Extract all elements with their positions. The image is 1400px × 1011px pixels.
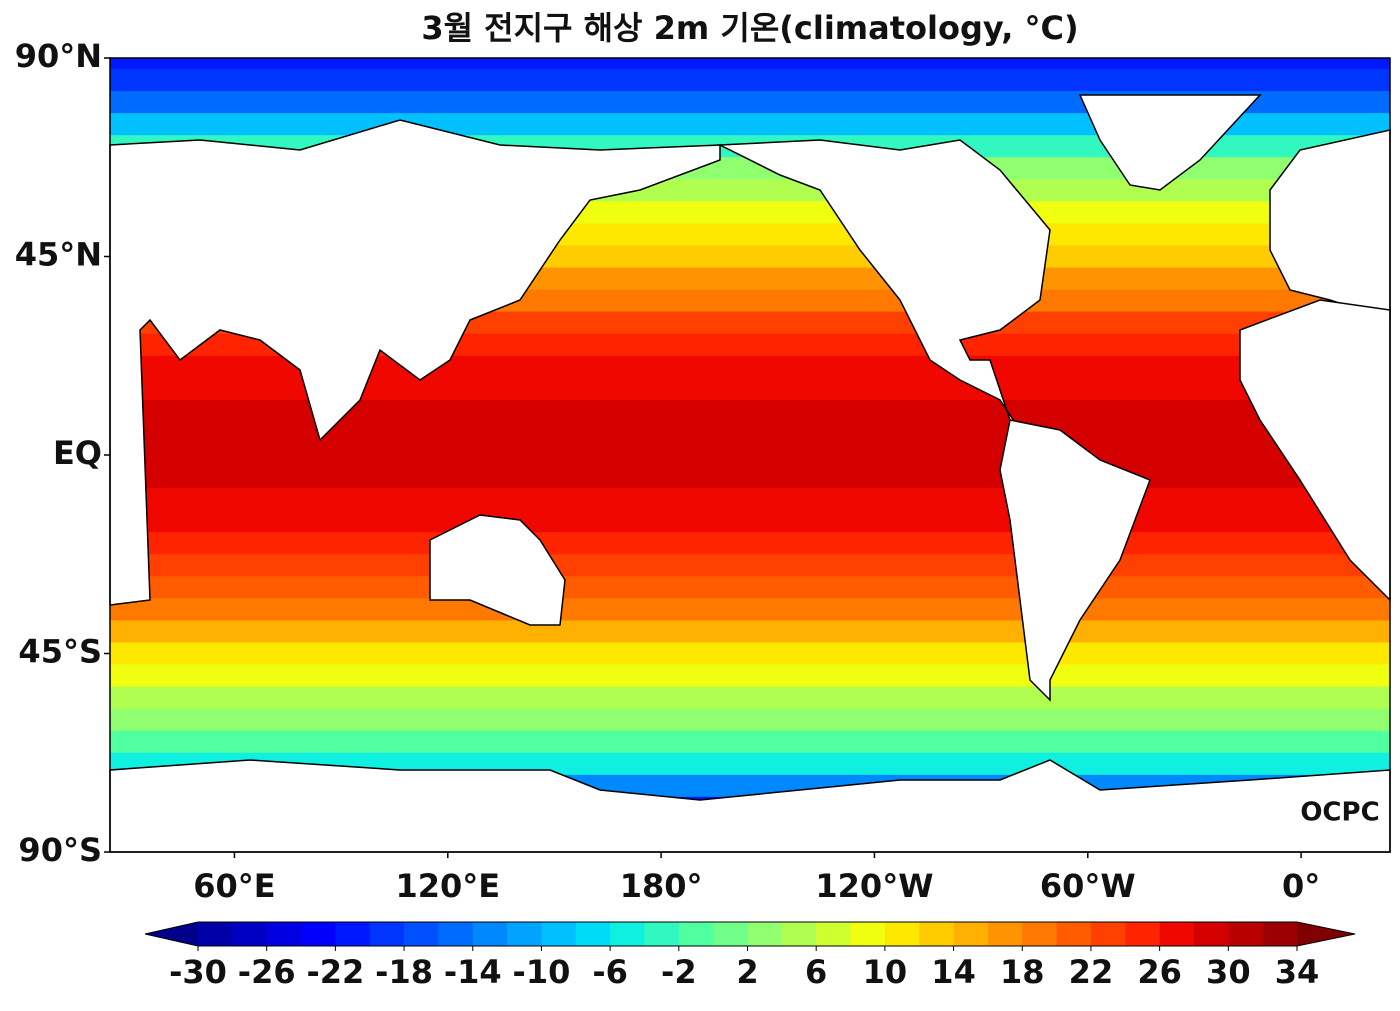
field-band bbox=[110, 421, 1390, 445]
colorbar-bin bbox=[781, 922, 817, 946]
lon-tick-label: 120°E bbox=[395, 867, 500, 905]
continents bbox=[109, 94, 1391, 853]
colorbar-tick-label: -26 bbox=[238, 953, 296, 991]
field-band bbox=[110, 620, 1390, 643]
colorbar-tick-label: 34 bbox=[1275, 953, 1320, 991]
north-america bbox=[717, 139, 1051, 431]
field-band bbox=[110, 686, 1390, 710]
colorbar-bin bbox=[438, 922, 474, 946]
eurasia-africa bbox=[109, 119, 721, 606]
colorbar-bin bbox=[850, 922, 886, 946]
colorbar-bin bbox=[266, 922, 302, 946]
colorbar-bin bbox=[232, 922, 268, 946]
colorbar-bin bbox=[713, 922, 748, 946]
greenland bbox=[1078, 94, 1262, 191]
field-band bbox=[110, 598, 1390, 621]
south-america bbox=[999, 419, 1151, 702]
field-band bbox=[110, 730, 1390, 754]
colorbar-bin bbox=[644, 922, 680, 946]
colorbar-bin bbox=[1022, 922, 1058, 946]
colorbar-bin bbox=[678, 922, 714, 946]
colorbar-bin bbox=[369, 922, 405, 946]
colorbar-tick-label: -14 bbox=[444, 953, 502, 991]
colorbar-bin bbox=[541, 922, 577, 946]
lon-tick-label: 180° bbox=[620, 867, 703, 905]
field-band bbox=[110, 532, 1390, 555]
colorbar-tick-label: -6 bbox=[592, 953, 628, 991]
lat-tick-label: 90°S bbox=[18, 831, 102, 869]
colorbar-tick-label: 22 bbox=[1069, 953, 1114, 991]
field-band bbox=[110, 642, 1390, 666]
lon-tick-label: 120°W bbox=[815, 867, 933, 905]
colorbar-tick-label: -18 bbox=[375, 953, 433, 991]
colorbar-tick-label: 2 bbox=[736, 953, 758, 991]
colorbar-tick-label: -30 bbox=[169, 953, 227, 991]
lat-tick-label: 90°N bbox=[15, 37, 102, 75]
australia bbox=[429, 514, 566, 626]
field-band bbox=[110, 664, 1390, 688]
colorbar-bin bbox=[198, 922, 233, 946]
field-band bbox=[110, 554, 1390, 577]
field-band bbox=[110, 466, 1390, 489]
colorbar-tick-label: -10 bbox=[513, 953, 571, 991]
lat-tick-label: 45°S bbox=[18, 633, 102, 671]
colorbar-tick-label: -22 bbox=[306, 953, 364, 991]
colorbar-bin bbox=[816, 922, 852, 946]
colorbar-tick-label: 30 bbox=[1206, 953, 1251, 991]
logo: OCPC bbox=[1300, 798, 1379, 828]
colorbar-bin bbox=[884, 922, 920, 946]
colorbar-bin bbox=[301, 922, 336, 946]
lon-tick-label: 60°E bbox=[193, 867, 275, 905]
field-band bbox=[110, 399, 1390, 423]
lon-tick-label: 0° bbox=[1282, 867, 1320, 905]
field-band bbox=[110, 510, 1390, 533]
field-band bbox=[110, 91, 1390, 114]
colorbar-bin bbox=[472, 922, 508, 946]
map-title: 3월 전지구 해상 2m 기온(climatology, °C) bbox=[421, 9, 1078, 47]
africa bbox=[1239, 299, 1391, 602]
field-band bbox=[110, 377, 1390, 401]
field-band bbox=[110, 443, 1390, 467]
colorbar-bin bbox=[404, 922, 439, 946]
colorbar-tick-label: 10 bbox=[863, 953, 908, 991]
colorbar-tick-label: 18 bbox=[1000, 953, 1045, 991]
colorbar-bin bbox=[1262, 922, 1298, 946]
colorbar-bin bbox=[987, 922, 1023, 946]
colorbar: -30 -26 -22 -18 -14 -10 -6 -2 2 6 10 14 18 22 26 30 34 bbox=[144, 921, 1356, 991]
colorbar-bin bbox=[919, 922, 955, 946]
colorbar-tick-label: 14 bbox=[931, 953, 976, 991]
field-band bbox=[110, 58, 1390, 70]
colorbar-bin bbox=[575, 922, 611, 946]
colorbar-bin bbox=[507, 922, 542, 946]
axes: 90°N 45°N EQ 45°S 90°S 60°E 120°E 180° 120°W 60°W… bbox=[15, 37, 1321, 905]
colorbar-tick-label: 6 bbox=[805, 953, 827, 991]
lon-tick-label: 60°W bbox=[1040, 867, 1136, 905]
colorbar-bin bbox=[1159, 922, 1195, 946]
field-band bbox=[110, 69, 1390, 92]
colorbar-under bbox=[145, 922, 198, 946]
lat-tick-label: EQ bbox=[53, 434, 102, 472]
colorbar-bin bbox=[953, 922, 989, 946]
colorbar-bin bbox=[1090, 922, 1126, 946]
lat-tick-label: 45°N bbox=[15, 236, 102, 274]
colorbar-over bbox=[1297, 922, 1355, 946]
colorbar-bin bbox=[335, 922, 371, 946]
colorbar-bin bbox=[747, 922, 783, 946]
colorbar-bin bbox=[1228, 922, 1264, 946]
colorbar-bin bbox=[1125, 922, 1161, 946]
colorbar-bin bbox=[1056, 922, 1092, 946]
field-band bbox=[110, 576, 1390, 599]
colorbar-bin bbox=[1193, 922, 1229, 946]
colorbar-tick-label: -2 bbox=[661, 953, 697, 991]
field-band bbox=[110, 488, 1390, 511]
colorbar-bin bbox=[610, 922, 645, 946]
field-band bbox=[110, 708, 1390, 732]
colorbar-tick-label: 26 bbox=[1137, 953, 1182, 991]
